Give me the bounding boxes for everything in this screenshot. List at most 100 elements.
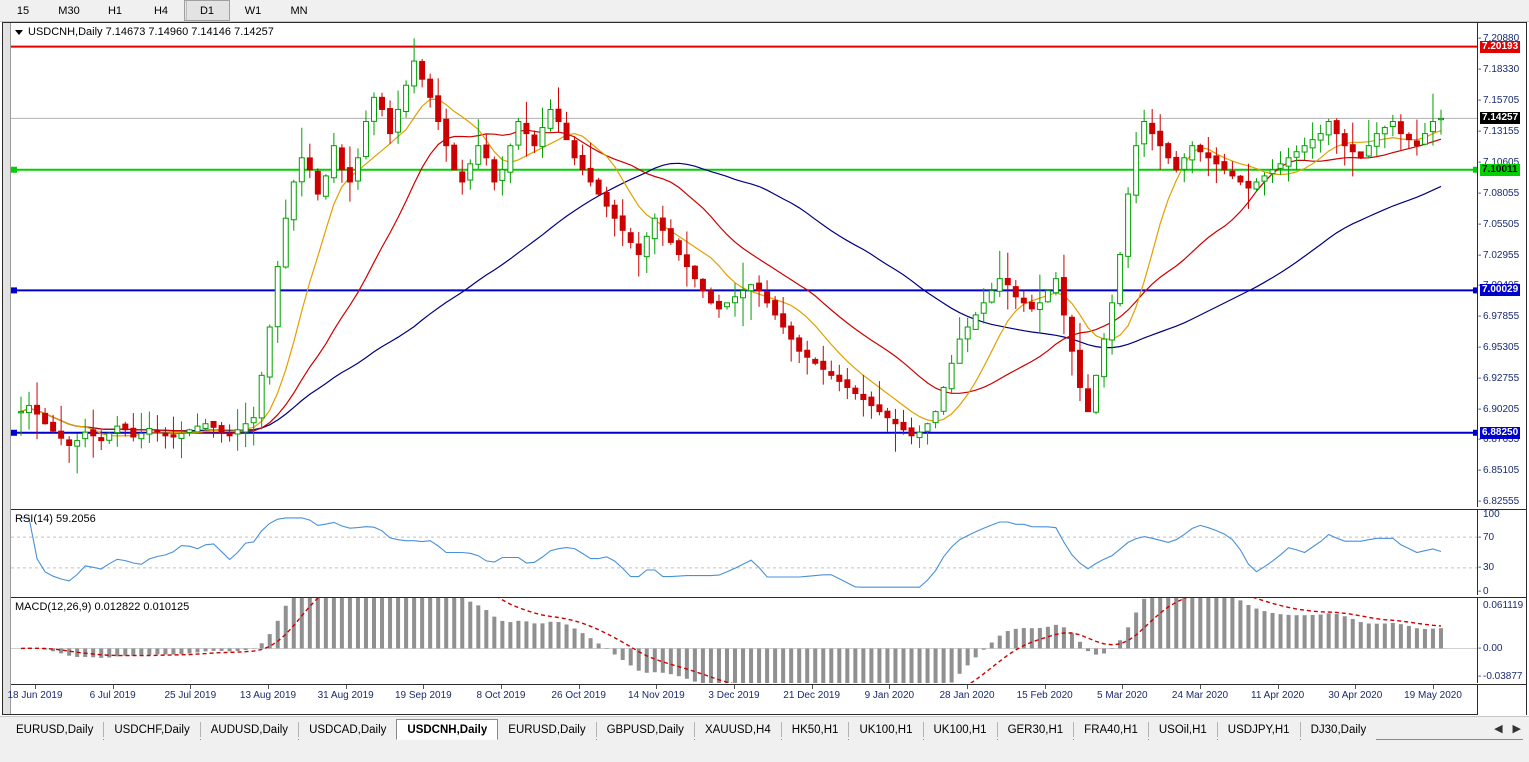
- tab-separator: [1216, 722, 1218, 737]
- chart-tab-usdcad-daily[interactable]: USDCAD,Daily: [299, 719, 397, 740]
- price-axis-tick: -7.13155: [1478, 126, 1520, 138]
- time-axis-label: 6 Jul 2019: [89, 690, 136, 701]
- price-axis-tick: -7.05505: [1478, 218, 1520, 230]
- chart-tab-ger30-h1[interactable]: GER30,H1: [997, 719, 1074, 740]
- time-axis-label: 3 Dec 2019: [708, 690, 760, 701]
- price-axis-tick: -6.82555: [1478, 496, 1520, 508]
- toolbar-divider: [186, 1, 187, 20]
- chart-tab-hk50-h1[interactable]: HK50,H1: [781, 719, 849, 740]
- tab-separator: [1299, 722, 1301, 737]
- price-axis-tick: -6.90205: [1478, 403, 1520, 415]
- chart-tab-eurusd-daily[interactable]: EURUSD,Daily: [498, 719, 596, 740]
- time-axis-tick: [1355, 685, 1357, 689]
- macd-histogram-svg: [11, 598, 1477, 683]
- tab-scroll-right-icon[interactable]: ▶: [1512, 723, 1521, 735]
- price-axis-tick: -7.10605: [1478, 157, 1520, 169]
- chart-tab-usdcnh-daily[interactable]: USDCNH,Daily: [396, 719, 499, 740]
- tab-scroll-arrows[interactable]: ◀ ▶: [1494, 722, 1521, 735]
- price-level-label: 7.10011: [1480, 163, 1520, 176]
- tab-separator: [996, 722, 998, 737]
- rsi-axis-tick: -0: [1478, 585, 1489, 597]
- price-axis[interactable]: -7.20880 -7.18330 -7.15705 -7.13155 -7.10605…: [1477, 23, 1526, 507]
- chart-tab-usoil-h1[interactable]: USOil,H1: [1148, 719, 1217, 740]
- chart-tab-dj30-daily[interactable]: DJ30,Daily: [1300, 719, 1377, 740]
- chart-tab-bar: EURUSD,Daily USDCHF,Daily AUDUSD,Daily USDC…: [0, 716, 1529, 762]
- tab-scroll-left-icon[interactable]: ◀: [1494, 723, 1503, 735]
- chart-frame: USDCNH,Daily 7.14673 7.14960 7.14146 7.1…: [2, 22, 1527, 715]
- timeframe-toolbar: 15 M30 H1 H4 D1 W1 MN: [0, 0, 1529, 22]
- time-axis-labels[interactable]: 18 Jun 2019 6 Jul 2019 25 Jul 2019 13 Aug 2…: [7, 685, 1477, 704]
- time-axis-label: 24 Mar 2020: [1171, 690, 1229, 701]
- timeframe-button-h1[interactable]: H1: [92, 0, 138, 21]
- time-axis-label: 31 Aug 2019: [317, 690, 374, 701]
- time-axis-label: 11 Apr 2020: [1251, 690, 1305, 701]
- price-axis-tick: -6.95305: [1478, 342, 1520, 353]
- macd-axis: 0.061119 -0.00 - -0.03877: [1477, 598, 1526, 683]
- tab-separator: [298, 722, 300, 737]
- time-axis-pane: 18 Jun 2019 6 Jul 2019 25 Jul 2019 13 Aug 2…: [7, 684, 1526, 715]
- time-axis-label: 8 Oct 2019: [476, 690, 526, 701]
- rsi-line-svg: [11, 517, 1477, 588]
- tab-separator: [199, 722, 201, 737]
- time-axis-tick: [1122, 685, 1124, 689]
- rsi-label: RSI(14) 59.2056: [15, 513, 96, 525]
- chart-tab-xauusd-h4[interactable]: XAUUSD,H4: [694, 719, 781, 740]
- time-axis-label: 15 Feb 2020: [1016, 690, 1073, 701]
- time-axis-tick: [423, 685, 425, 689]
- price-level-label: 6.88250: [1480, 426, 1521, 439]
- price-axis-tick: -6.97855: [1478, 311, 1520, 323]
- tab-separator: [780, 722, 782, 737]
- price-axis-tick: -7.18330: [1478, 63, 1520, 75]
- time-axis-tick: [345, 685, 347, 689]
- time-axis-label: 5 Mar 2020: [1097, 690, 1148, 701]
- chart-tab-eurusd-daily[interactable]: EURUSD,Daily: [6, 719, 104, 740]
- time-axis-tick: [656, 685, 658, 689]
- tab-separator: [103, 722, 105, 737]
- chart-tabs: EURUSD,Daily USDCHF,Daily AUDUSD,Daily USDC…: [6, 719, 1377, 740]
- time-axis-label: 21 Dec 2019: [783, 690, 841, 701]
- chart-tab-usdjpy-h1[interactable]: USDJPY,H1: [1217, 719, 1300, 740]
- price-plot-area[interactable]: USDCNH,Daily 7.14673 7.14960 7.14146 7.1…: [11, 23, 1477, 507]
- symbol-quote-header: USDCNH,Daily 7.14673 7.14960 7.14146 7.1…: [15, 26, 274, 38]
- macd-axis-tick: 0.061119: [1483, 599, 1524, 611]
- time-axis-label: 19 May 2020: [1404, 690, 1462, 701]
- timeframe-button-group: 15 M30 H1 H4 D1 W1 MN: [0, 0, 322, 21]
- rsi-plot-area[interactable]: RSI(14) 59.2056: [11, 510, 1477, 595]
- price-axis-tick: -7.08055: [1478, 187, 1520, 199]
- price-pane: USDCNH,Daily 7.14673 7.14960 7.14146 7.1…: [11, 23, 1526, 507]
- time-axis-tick: [190, 685, 192, 689]
- time-axis-label: 25 Jul 2019: [164, 690, 217, 701]
- time-axis-corner: [1477, 685, 1526, 715]
- time-axis-label: 19 Sep 2019: [394, 690, 452, 701]
- price-axis-tick: -7.20880: [1478, 32, 1520, 44]
- chart-tab-gbpusd-daily[interactable]: GBPUSD,Daily: [596, 719, 694, 740]
- price-candles-svg: [11, 38, 1477, 474]
- timeframe-button-m30[interactable]: M30: [46, 0, 92, 21]
- chevron-down-icon[interactable]: [15, 29, 23, 35]
- price-level-label: 7.20193: [1480, 40, 1521, 53]
- time-axis-label: 9 Jan 2020: [864, 690, 915, 701]
- timeframe-button-15[interactable]: 15: [0, 0, 46, 21]
- macd-pane: MACD(12,26,9) 0.012822 0.010125 0.061119…: [11, 597, 1526, 683]
- time-axis-tick: [578, 685, 580, 689]
- time-axis-tick: [811, 685, 813, 689]
- time-axis-tick: [967, 685, 968, 689]
- chart-tab-audusd-daily[interactable]: AUDUSD,Daily: [200, 719, 299, 740]
- chart-tab-uk100-h1[interactable]: UK100,H1: [849, 719, 923, 740]
- timeframe-button-w1[interactable]: W1: [230, 0, 276, 21]
- chart-tab-fra40-h1[interactable]: FRA40,H1: [1074, 719, 1148, 740]
- chart-tab-usdchf-daily[interactable]: USDCHF,Daily: [104, 719, 200, 740]
- price-axis-tick: -6.85105: [1478, 465, 1520, 477]
- chart-vertical-scrollbar[interactable]: [3, 23, 11, 714]
- scrollbar-thumb[interactable]: [3, 23, 10, 714]
- rsi-axis-tick: 100: [1483, 508, 1500, 520]
- timeframe-button-d1[interactable]: D1: [184, 0, 230, 21]
- time-axis-tick: [1277, 685, 1279, 689]
- symbol-quote-text: USDCNH,Daily 7.14673 7.14960 7.14146 7.1…: [28, 26, 274, 38]
- macd-axis-tick: -0.00: [1478, 642, 1503, 654]
- timeframe-button-mn[interactable]: MN: [276, 0, 322, 21]
- chart-tab-uk100-h1[interactable]: UK100,H1: [923, 719, 997, 740]
- macd-plot-area[interactable]: MACD(12,26,9) 0.012822 0.010125: [11, 598, 1477, 683]
- price-axis-tick: -7.02955: [1478, 249, 1520, 261]
- timeframe-button-h4[interactable]: H4: [138, 0, 184, 21]
